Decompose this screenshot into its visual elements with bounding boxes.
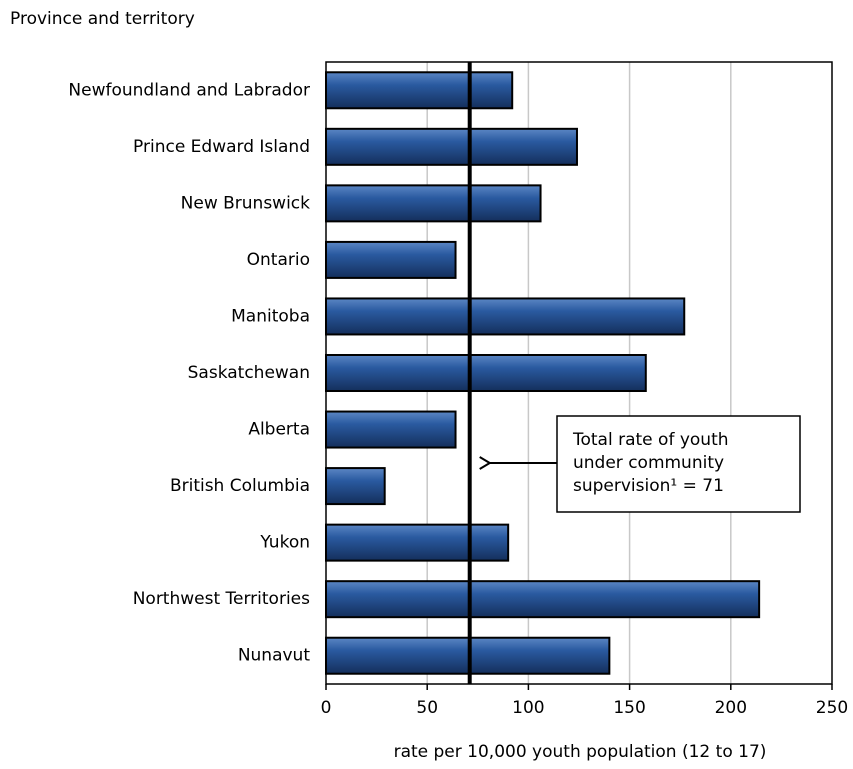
bar <box>325 410 457 449</box>
y-tick-label: Nunavut <box>238 646 311 666</box>
y-tick-label: Manitoba <box>231 306 310 326</box>
annotation-box <box>556 415 801 513</box>
x-tick-label: 150 <box>613 698 645 718</box>
x-tick-label: 50 <box>416 698 438 718</box>
y-tick-label: Alberta <box>248 420 310 440</box>
y-tick-label: New Brunswick <box>181 193 311 213</box>
y-tick-label: Northwest Territories <box>133 589 310 609</box>
bar <box>325 127 578 166</box>
y-tick-label: Saskatchewan <box>188 363 310 383</box>
x-axis-title: rate per 10,000 youth population (12 to … <box>394 742 767 762</box>
annotation-text: supervision¹ = 71 <box>573 476 724 496</box>
bar <box>325 71 514 110</box>
y-tick-label: Newfoundland and Labrador <box>68 80 310 100</box>
bar <box>325 184 542 223</box>
bar <box>325 523 510 562</box>
y-tick-label: Ontario <box>247 250 310 270</box>
bar <box>325 636 611 675</box>
y-tick-label: British Columbia <box>170 476 310 496</box>
x-tick-label: 100 <box>512 698 544 718</box>
y-tick-label: Prince Edward Island <box>133 137 310 157</box>
y-axis-title: Province and territory <box>10 9 195 29</box>
annotation-text: under community <box>573 453 724 473</box>
bar <box>325 297 686 336</box>
bar <box>325 240 457 279</box>
x-tick-label: 250 <box>816 698 848 718</box>
x-tick-label: 0 <box>321 698 332 718</box>
bar <box>325 467 386 506</box>
y-tick-label: Yukon <box>259 533 310 553</box>
bar <box>325 354 647 392</box>
bar <box>325 580 761 619</box>
x-tick-label: 200 <box>715 698 747 718</box>
annotation-text: Total rate of youth <box>572 430 729 450</box>
